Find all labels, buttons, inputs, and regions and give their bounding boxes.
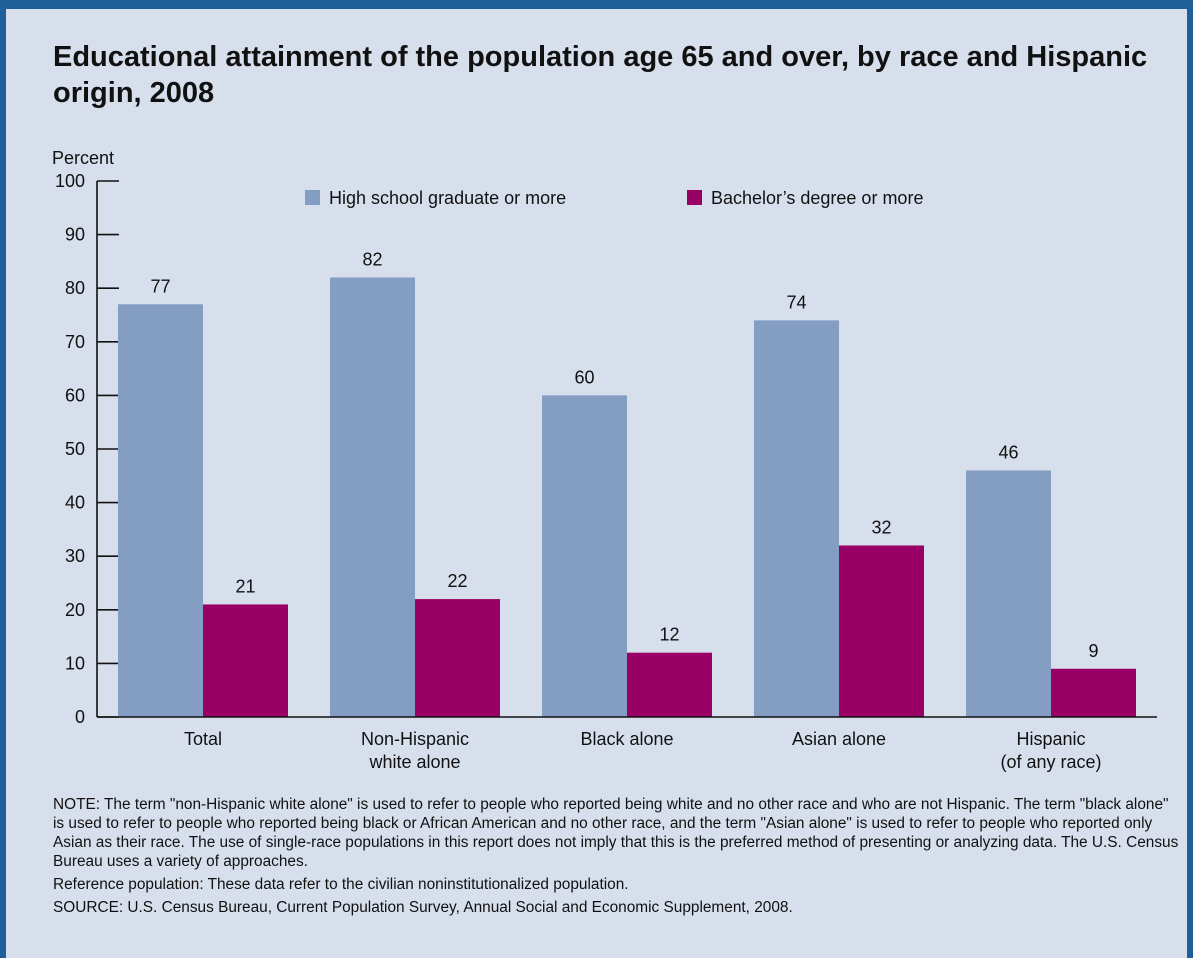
legend-swatch <box>687 190 702 205</box>
data-label: 74 <box>786 292 806 312</box>
data-label: 60 <box>574 367 594 387</box>
bar-high-school <box>542 395 627 717</box>
y-tick-label: 40 <box>65 493 85 513</box>
bars: 77 21 82 22 60 12 74 32 46 9 <box>118 249 1136 717</box>
chart-title: Educational attainment of the population… <box>53 41 1148 109</box>
x-tick-label: Black alone <box>580 729 673 749</box>
y-tick-label: 50 <box>65 439 85 459</box>
y-tick-label: 80 <box>65 278 85 298</box>
note-text: NOTE: The term "non-Hispanic white alone… <box>53 796 1179 870</box>
y-axis-label: Percent <box>52 148 114 168</box>
bar-bachelors <box>203 604 288 717</box>
y-tick-label: 70 <box>65 332 85 352</box>
data-label: 12 <box>659 625 679 645</box>
y-tick-label: 30 <box>65 546 85 566</box>
legend-label: Bachelor’s degree or more <box>711 188 923 208</box>
y-tick-label: 20 <box>65 600 85 620</box>
x-tick-label: Total <box>184 729 222 749</box>
data-label: 32 <box>871 517 891 537</box>
legend: High school graduate or more Bachelor’s d… <box>305 188 923 208</box>
x-axis: Total Non-Hispanic white alone Black alone A… <box>97 716 1157 772</box>
chart-notes: NOTE: The term "non-Hispanic white alone… <box>53 795 1183 921</box>
bar-high-school <box>754 320 839 717</box>
y-tick-label: 90 <box>65 225 85 245</box>
data-label: 46 <box>998 442 1018 462</box>
bar-bachelors <box>627 652 712 717</box>
legend-swatch <box>305 190 320 205</box>
data-label: 9 <box>1088 641 1098 661</box>
bar-chart: Percent 0 10 20 30 40 50 60 70 80 90 100 High scho… <box>52 148 1157 772</box>
y-tick-label: 60 <box>65 385 85 405</box>
bar-bachelors <box>1051 668 1136 717</box>
y-axis: 0 10 20 30 40 50 60 70 80 90 100 <box>55 171 119 727</box>
bar-high-school <box>330 277 415 717</box>
data-label: 22 <box>447 571 467 591</box>
source-text: SOURCE: U.S. Census Bureau, Current Popu… <box>53 899 793 916</box>
y-tick-label: 10 <box>65 653 85 673</box>
reference-text: Reference population: These data refer t… <box>53 876 629 893</box>
data-label: 82 <box>362 249 382 269</box>
data-label: 77 <box>150 276 170 296</box>
x-tick-label: Hispanic (of any race) <box>1000 729 1101 772</box>
legend-label: High school graduate or more <box>329 188 566 208</box>
data-label: 21 <box>235 576 255 596</box>
bar-high-school <box>118 304 203 717</box>
x-tick-label: Asian alone <box>792 729 886 749</box>
bar-bachelors <box>839 545 924 717</box>
x-tick-label: Non-Hispanic white alone <box>361 729 469 772</box>
bar-bachelors <box>415 599 500 717</box>
y-tick-label: 0 <box>75 707 85 727</box>
y-tick-label: 100 <box>55 171 85 191</box>
bar-high-school <box>966 470 1051 717</box>
